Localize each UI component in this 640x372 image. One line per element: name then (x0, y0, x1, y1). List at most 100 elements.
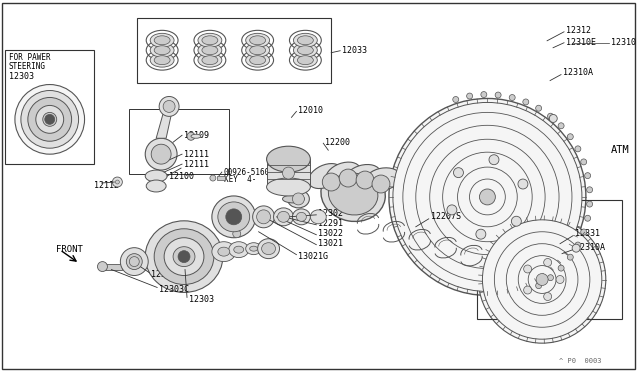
Text: ^ P0  0003: ^ P0 0003 (559, 358, 602, 364)
Ellipse shape (298, 46, 314, 55)
Circle shape (585, 173, 591, 179)
Ellipse shape (308, 164, 342, 189)
Text: 12331: 12331 (575, 229, 600, 238)
Ellipse shape (267, 178, 310, 196)
Ellipse shape (250, 46, 266, 55)
Ellipse shape (228, 242, 249, 258)
Circle shape (145, 138, 177, 170)
Ellipse shape (154, 229, 214, 285)
Circle shape (580, 159, 587, 165)
Ellipse shape (146, 180, 166, 192)
Circle shape (393, 102, 582, 291)
Circle shape (187, 132, 195, 140)
Ellipse shape (198, 33, 222, 47)
Text: FOR PAWER: FOR PAWER (9, 53, 51, 62)
Ellipse shape (145, 221, 223, 292)
Ellipse shape (15, 84, 84, 154)
Text: 00926-51600: 00926-51600 (224, 167, 275, 177)
Bar (129, 109, 228, 174)
Text: 12303F: 12303F (246, 215, 276, 224)
Ellipse shape (346, 164, 381, 187)
Circle shape (572, 244, 580, 252)
Text: 12033: 12033 (342, 46, 367, 55)
Ellipse shape (218, 202, 250, 232)
Text: KEY  4-  (1): KEY 4- (1) (224, 174, 279, 183)
Text: 13022: 13022 (318, 229, 343, 238)
Ellipse shape (150, 33, 174, 47)
Circle shape (524, 265, 532, 273)
Text: 13021: 13021 (318, 239, 343, 248)
Circle shape (511, 216, 522, 226)
Ellipse shape (191, 134, 201, 138)
Circle shape (454, 168, 463, 177)
Circle shape (575, 242, 581, 248)
Text: 12310A: 12310A (563, 68, 593, 77)
Circle shape (543, 259, 552, 266)
Circle shape (45, 114, 54, 124)
Circle shape (372, 175, 390, 193)
Ellipse shape (326, 162, 360, 186)
Circle shape (483, 220, 602, 339)
Ellipse shape (273, 208, 294, 226)
Circle shape (467, 93, 472, 99)
Text: 12310E: 12310E (566, 38, 596, 47)
Circle shape (558, 123, 564, 129)
Ellipse shape (310, 210, 326, 224)
Ellipse shape (154, 36, 170, 45)
Circle shape (558, 265, 564, 271)
Text: 12112: 12112 (95, 180, 120, 189)
Text: 12303C: 12303C (159, 285, 189, 294)
Circle shape (509, 94, 515, 100)
Ellipse shape (278, 211, 289, 222)
Text: 13021G: 13021G (298, 252, 328, 261)
Ellipse shape (294, 43, 317, 57)
Circle shape (113, 177, 122, 187)
Bar (137, 18, 332, 83)
Ellipse shape (296, 212, 307, 221)
Ellipse shape (246, 53, 269, 67)
Ellipse shape (328, 173, 378, 215)
Ellipse shape (164, 238, 204, 276)
Ellipse shape (298, 36, 314, 45)
Text: 12111: 12111 (184, 160, 209, 169)
Ellipse shape (365, 168, 401, 190)
Ellipse shape (250, 36, 266, 45)
Ellipse shape (258, 239, 280, 259)
Ellipse shape (246, 243, 262, 255)
Ellipse shape (287, 190, 309, 208)
Ellipse shape (120, 248, 148, 276)
Circle shape (523, 99, 529, 105)
Circle shape (547, 275, 554, 280)
Text: 12111: 12111 (184, 150, 209, 159)
Circle shape (543, 292, 552, 301)
Circle shape (481, 92, 487, 97)
Circle shape (587, 187, 593, 193)
Ellipse shape (253, 206, 275, 228)
Circle shape (233, 230, 241, 238)
Circle shape (567, 254, 573, 260)
Ellipse shape (212, 242, 236, 262)
Ellipse shape (250, 56, 266, 65)
Ellipse shape (28, 97, 72, 141)
Circle shape (587, 201, 593, 207)
Text: 12291: 12291 (318, 219, 343, 228)
Circle shape (518, 179, 528, 189)
Circle shape (115, 180, 120, 184)
Ellipse shape (234, 246, 244, 253)
Text: 12200: 12200 (325, 138, 350, 147)
Ellipse shape (198, 43, 222, 57)
Circle shape (97, 262, 108, 272)
Ellipse shape (218, 247, 230, 256)
Polygon shape (156, 106, 173, 138)
Text: 12310: 12310 (611, 38, 636, 47)
Text: FRONT: FRONT (56, 245, 83, 254)
Circle shape (178, 251, 190, 263)
Circle shape (524, 286, 532, 294)
Text: 12310A: 12310A (575, 243, 605, 252)
Circle shape (447, 205, 457, 215)
Text: ATM: ATM (611, 145, 630, 155)
Circle shape (536, 273, 548, 285)
Ellipse shape (298, 56, 314, 65)
Bar (267, 159, 310, 187)
Circle shape (536, 105, 541, 111)
